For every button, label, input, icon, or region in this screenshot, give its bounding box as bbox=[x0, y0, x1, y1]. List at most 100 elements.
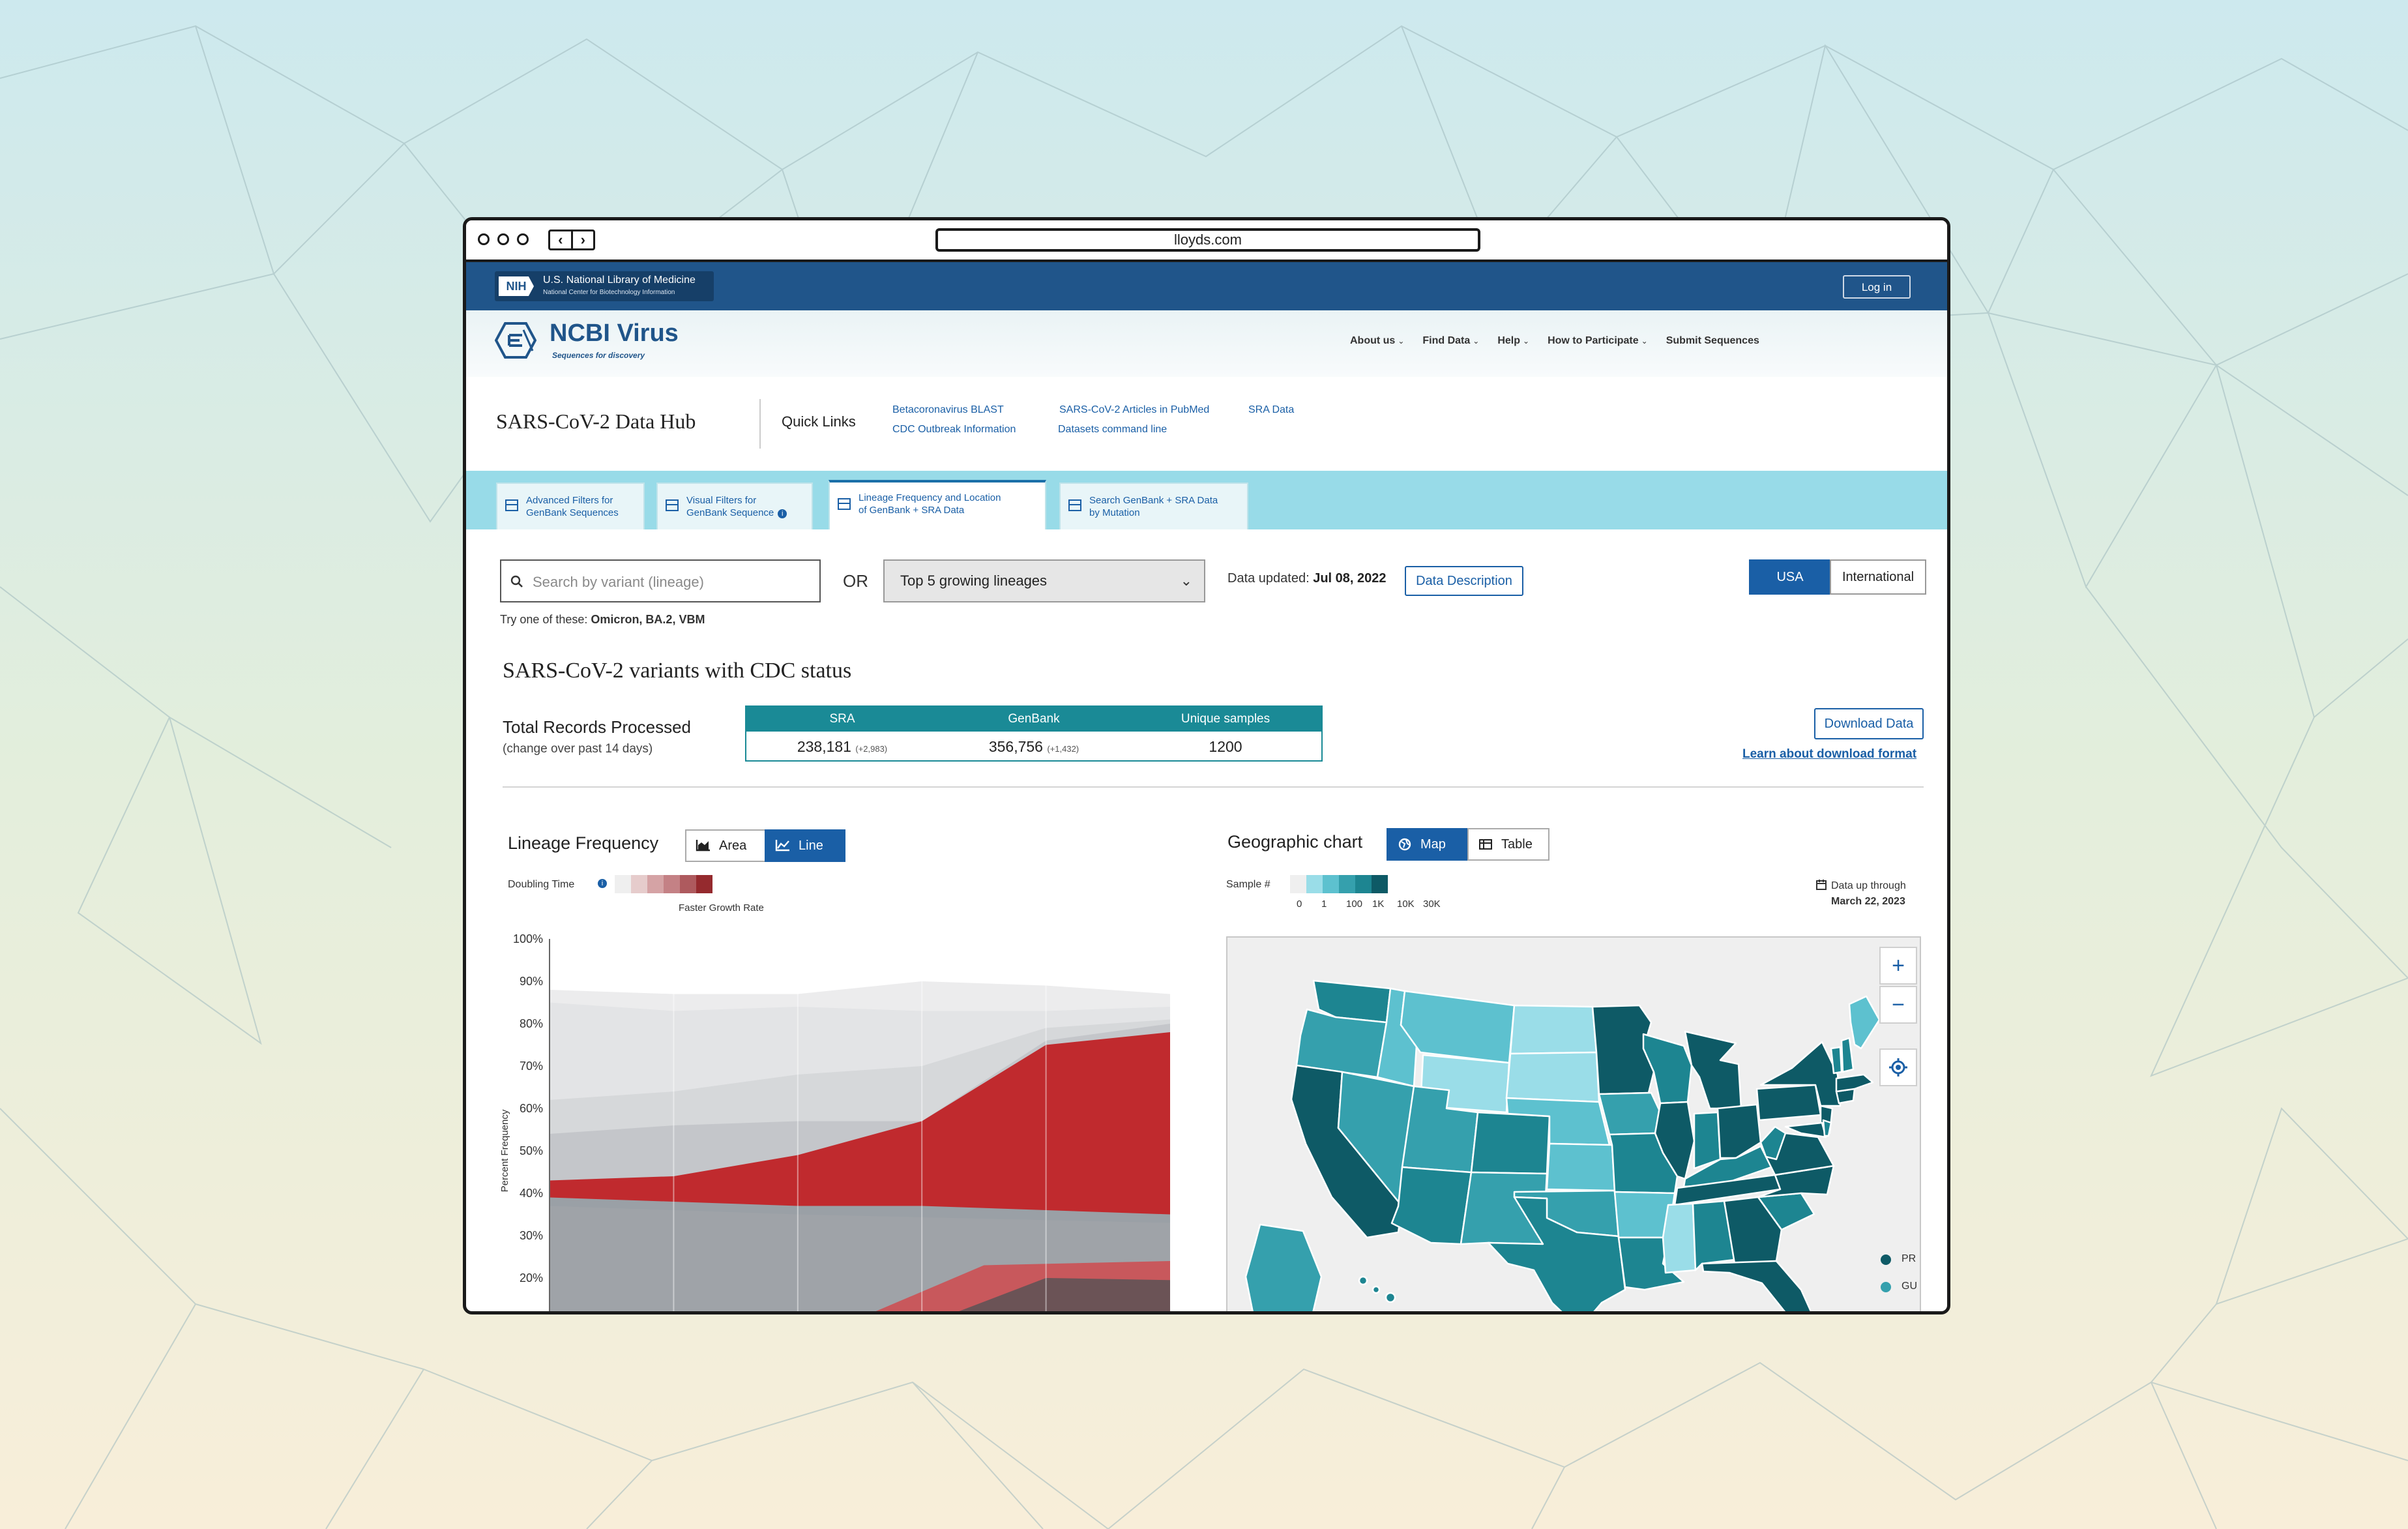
data-updated: Data updated: Jul 08, 2022 bbox=[1227, 571, 1387, 586]
doubling-swatch bbox=[631, 875, 647, 893]
ncbi-virus-logo-icon[interactable] bbox=[495, 321, 536, 360]
window-maximize-dot[interactable] bbox=[517, 233, 529, 245]
state-ma bbox=[1835, 1073, 1874, 1093]
line-toggle[interactable]: Line bbox=[765, 829, 845, 862]
lineage-dropdown[interactable]: Top 5 growing lineages ⌄ bbox=[883, 559, 1205, 602]
chevron-down-icon: ⌄ bbox=[1641, 336, 1648, 346]
doubling-time-label: Doubling Time bbox=[508, 879, 575, 890]
state-co bbox=[1470, 1111, 1551, 1175]
y-tick-label: 100% bbox=[513, 932, 543, 945]
nav-submit-sequences[interactable]: Submit Sequences bbox=[1666, 335, 1759, 346]
sample-label: Sample # bbox=[1226, 879, 1270, 890]
quick-link-blast[interactable]: Betacoronavirus BLAST bbox=[892, 404, 1004, 415]
state-sd bbox=[1505, 1051, 1600, 1103]
scale-label: 10K bbox=[1397, 898, 1415, 910]
scale-label: 1K bbox=[1372, 898, 1385, 910]
zoom-in-button[interactable]: + bbox=[1879, 947, 1917, 985]
window-minimize-dot[interactable] bbox=[497, 233, 509, 245]
tab-lineage-frequency[interactable]: Lineage Frequency and Location of GenBank… bbox=[829, 480, 1046, 529]
quick-link-sra[interactable]: SRA Data bbox=[1248, 404, 1295, 415]
or-label: OR bbox=[843, 571, 868, 591]
nav-about-us[interactable]: About us ⌄ bbox=[1350, 335, 1404, 347]
data-description-button[interactable]: Data Description bbox=[1405, 566, 1523, 596]
us-choropleth[interactable] bbox=[1227, 938, 1921, 1311]
records-header: SRA GenBank Unique samples bbox=[746, 707, 1321, 732]
region-international-button[interactable]: International bbox=[1830, 559, 1926, 595]
territory-pr-marker[interactable] bbox=[1881, 1254, 1891, 1265]
lineage-search[interactable] bbox=[500, 559, 821, 602]
try-values[interactable]: Omicron, BA.2, VBM bbox=[591, 613, 705, 626]
hub-bar: SARS-CoV-2 Data Hub Quick Links Betacoro… bbox=[466, 377, 1947, 471]
nlm-org-sub: National Center for Biotechnology Inform… bbox=[543, 289, 675, 296]
download-data-button[interactable]: Download Data bbox=[1814, 708, 1924, 739]
state-hi bbox=[1385, 1292, 1396, 1303]
table-icon bbox=[1479, 839, 1492, 850]
nav-label: About us bbox=[1350, 335, 1396, 346]
state-oh bbox=[1716, 1103, 1762, 1159]
search-input[interactable] bbox=[531, 570, 808, 595]
doubling-swatch bbox=[647, 875, 664, 893]
search-icon bbox=[510, 575, 523, 587]
region-usa-button[interactable]: USA bbox=[1749, 559, 1831, 595]
state-ak bbox=[1244, 1223, 1323, 1311]
territory-gu-marker[interactable] bbox=[1881, 1282, 1891, 1292]
area-series[interactable] bbox=[872, 1278, 1170, 1311]
updated-label: Data updated: bbox=[1227, 571, 1310, 586]
chevron-down-icon: ⌄ bbox=[1473, 336, 1480, 346]
globe-icon bbox=[1398, 838, 1411, 851]
quick-link-cdc[interactable]: CDC Outbreak Information bbox=[892, 424, 1016, 435]
doubling-swatch bbox=[696, 875, 712, 893]
tab-advanced-filters[interactable]: Advanced Filters for GenBank Sequences bbox=[496, 482, 645, 529]
zoom-out-button[interactable]: − bbox=[1879, 986, 1917, 1024]
try-suggestions: Try one of these: Omicron, BA.2, VBM bbox=[500, 613, 705, 627]
territory-gu-label: GU bbox=[1901, 1281, 1917, 1292]
doubling-swatch bbox=[615, 875, 631, 893]
data-through-date: March 22, 2023 bbox=[1831, 896, 1905, 907]
back-arrow-icon[interactable]: ‹ bbox=[550, 231, 573, 248]
y-tick-label: 20% bbox=[520, 1271, 543, 1284]
quick-link-datasets[interactable]: Datasets command line bbox=[1058, 424, 1167, 435]
site-header: NCBI Virus Sequences for discovery About… bbox=[466, 310, 1947, 377]
chevron-down-icon: ⌄ bbox=[1180, 572, 1192, 589]
tab-bar: Advanced Filters for GenBank Sequences Vi… bbox=[466, 471, 1947, 529]
page-content: NIH U.S. National Library of Medicine Na… bbox=[466, 262, 1947, 1311]
y-axis-label: Percent Frequency bbox=[499, 1109, 510, 1192]
state-in bbox=[1693, 1111, 1722, 1170]
chart-icon bbox=[666, 499, 679, 511]
table-icon bbox=[1068, 499, 1081, 511]
locate-button[interactable] bbox=[1879, 1048, 1917, 1086]
nlm-logo[interactable]: NIH U.S. National Library of Medicine Na… bbox=[495, 271, 714, 301]
map-toggle[interactable]: Map bbox=[1387, 828, 1467, 861]
forward-arrow-icon[interactable]: › bbox=[580, 231, 585, 248]
state-il bbox=[1654, 1101, 1696, 1180]
site-logo-name[interactable]: NCBI Virus bbox=[550, 319, 679, 347]
chevron-down-icon: ⌄ bbox=[1523, 336, 1530, 346]
state-me bbox=[1848, 995, 1881, 1050]
us-map[interactable]: + − PR GU bbox=[1226, 936, 1921, 1311]
url-bar[interactable]: lloyds.com bbox=[935, 228, 1480, 252]
nav-find-data[interactable]: Find Data ⌄ bbox=[1422, 335, 1479, 347]
quick-link-pubmed[interactable]: SARS-CoV-2 Articles in PubMed bbox=[1059, 404, 1210, 415]
info-icon[interactable]: i bbox=[598, 879, 607, 888]
scale-swatch bbox=[1372, 875, 1388, 893]
tab-search-mutation[interactable]: Search GenBank + SRA Data by Mutation bbox=[1059, 482, 1248, 529]
nav-how-to-participate[interactable]: How to Participate ⌄ bbox=[1548, 335, 1648, 347]
sra-value: 238,181 (+2,983) bbox=[797, 738, 888, 755]
state-md bbox=[1784, 1121, 1827, 1138]
col-sra: SRA bbox=[829, 712, 855, 726]
download-format-link[interactable]: Learn about download format bbox=[1742, 747, 1917, 761]
info-icon[interactable]: i bbox=[778, 509, 787, 518]
lineage-frequency-chart: 100% 90% 80% 70% 60% 50% 40% 30% 20% Percent Freq… bbox=[499, 932, 1170, 1311]
table-toggle[interactable]: Table bbox=[1467, 828, 1549, 861]
scale-swatch bbox=[1323, 875, 1339, 893]
try-prefix: Try one of these: bbox=[500, 613, 588, 626]
scale-swatch bbox=[1339, 875, 1355, 893]
area-toggle[interactable]: Area bbox=[685, 829, 766, 862]
login-button[interactable]: Log in bbox=[1843, 275, 1911, 299]
total-records-label: Total Records Processed bbox=[503, 717, 692, 737]
tab-visual-filters[interactable]: Visual Filters for GenBank Sequence i bbox=[656, 482, 813, 529]
nav-help[interactable]: Help ⌄ bbox=[1497, 335, 1529, 347]
page-title: SARS-CoV-2 Data Hub bbox=[496, 409, 696, 433]
window-close-dot[interactable] bbox=[478, 233, 490, 245]
